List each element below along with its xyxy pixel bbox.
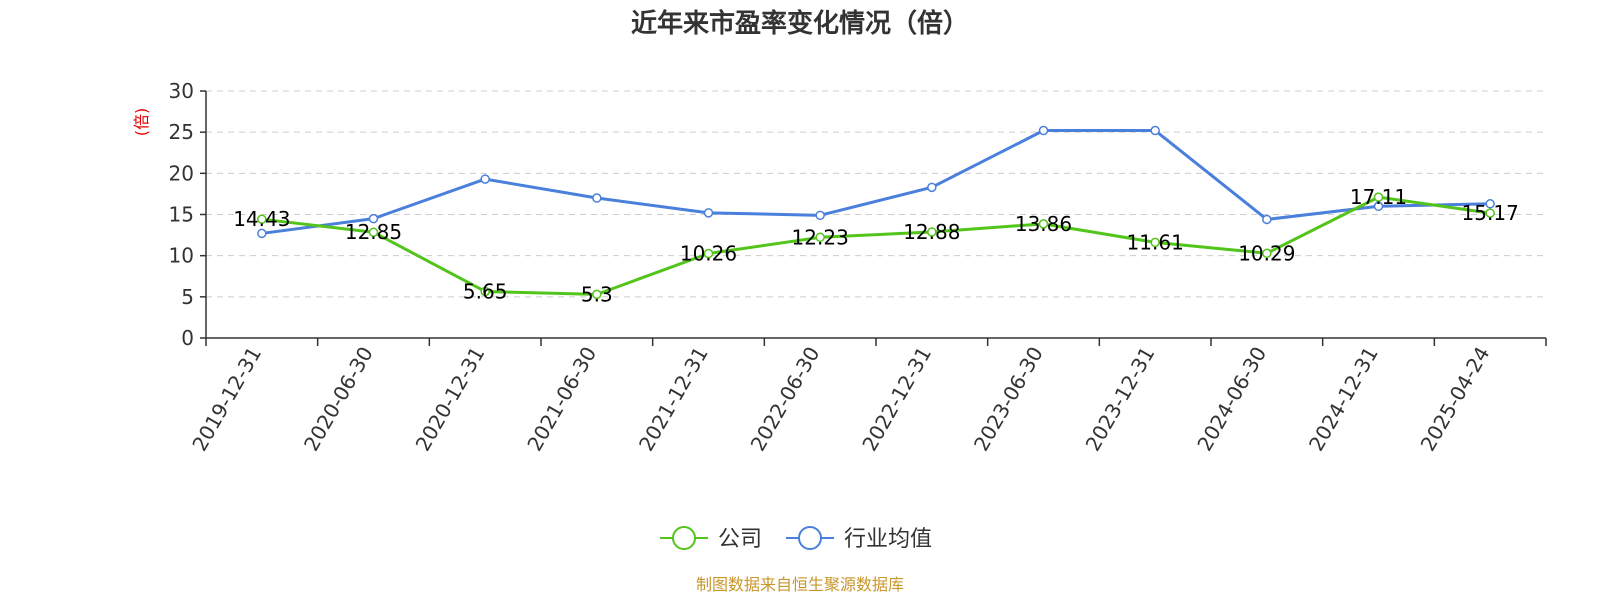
data-label-company: 15.17 — [1462, 201, 1519, 225]
data-label-company: 10.29 — [1238, 241, 1295, 265]
x-tick-label: 2021-06-30 — [522, 343, 601, 456]
data-point-company — [480, 286, 490, 297]
data-point-company — [703, 248, 714, 259]
data-label-company: 5.3 — [581, 282, 613, 306]
data-label-company: 12.85 — [345, 220, 402, 244]
y-axis-label: (倍) — [132, 108, 151, 137]
data-point-company — [927, 227, 937, 237]
x-tick-label: 2024-12-31 — [1304, 343, 1383, 456]
x-tick-label: 2023-06-30 — [969, 343, 1048, 456]
y-tick-label: 10 — [169, 244, 194, 268]
data-point-industry — [592, 193, 602, 203]
grid-lines — [206, 90, 1546, 298]
data-label-company: 17.11 — [1350, 185, 1407, 209]
data-label-company: 14.43 — [233, 207, 290, 231]
data-point-industry — [1150, 125, 1160, 136]
data-point-company — [1038, 219, 1049, 229]
data-point-company — [815, 232, 825, 243]
data-point-company — [1262, 248, 1272, 259]
x-tick-label: 2020-12-31 — [411, 342, 490, 455]
y-tick-label: 5 — [181, 285, 194, 309]
data-label-company: 12.88 — [903, 220, 960, 244]
data-label-company: 12.23 — [792, 225, 849, 249]
series-line-company — [261, 195, 1491, 296]
x-tick-label: 2020-06-30 — [299, 343, 378, 456]
data-label-company: 5.65 — [463, 279, 508, 303]
legend: 公司 行业均值 — [660, 526, 932, 552]
x-tick-label: 2024-06-30 — [1192, 343, 1271, 456]
legend-item-industry-average[interactable]: 行业均值 — [786, 526, 932, 552]
data-point-industry — [368, 213, 379, 224]
data-point-industry — [927, 182, 937, 193]
legend-swatch-marker-industry — [798, 526, 822, 550]
data-point-company — [592, 289, 602, 300]
x-tick-label: 2022-06-30 — [746, 343, 825, 456]
legend-label-industry: 行业均值 — [844, 527, 932, 552]
data-point-company — [257, 214, 267, 224]
data-label-company: 13.86 — [1015, 212, 1072, 236]
data-point-industry — [815, 210, 825, 221]
data-point-company — [1373, 192, 1384, 202]
data-point-company — [1485, 208, 1495, 218]
x-tick-label: 2019-12-31 — [187, 343, 266, 456]
axes: 0 5 10 15 20 25 30 2019-12-31 2020-06-30 2020-12-… — [169, 79, 1547, 456]
legend-label-company: 公司 — [718, 527, 762, 552]
data-point-industry — [480, 174, 490, 184]
data-point-industry — [1038, 125, 1049, 136]
data-label-company: 10.26 — [680, 242, 737, 266]
data-labels: 14.43 12.85 5.65 5.3 10.26 12.23 12.88 13.86 11.… — [233, 185, 1519, 306]
y-tick-label: 30 — [169, 79, 194, 103]
source-note: 制图数据来自恒生聚源数据库 — [696, 575, 904, 594]
legend-swatch-marker-company — [672, 526, 696, 550]
data-point-industry — [257, 228, 267, 239]
data-label-company: 11.61 — [1127, 230, 1184, 254]
series-line-industry — [261, 129, 1491, 235]
legend-item-company[interactable]: 公司 — [660, 526, 762, 552]
y-tick-label: 25 — [169, 120, 194, 144]
data-point-company — [1150, 237, 1160, 248]
y-tick-label: 15 — [169, 203, 194, 227]
data-point-industry — [1485, 199, 1495, 209]
chart-title: 近年来市盈率变化情况（倍） — [631, 8, 969, 39]
x-tick-label: 2023-12-31 — [1081, 343, 1160, 456]
data-point-company — [368, 227, 379, 237]
data-point-industry — [1373, 201, 1384, 212]
series-lines — [257, 125, 1495, 300]
x-tick-label: 2021-12-31 — [634, 343, 713, 456]
y-tick-label: 0 — [181, 326, 194, 350]
data-point-industry — [703, 208, 714, 218]
y-tick-label: 20 — [169, 161, 194, 185]
x-tick-label: 2025-04-24 — [1416, 343, 1495, 456]
data-point-industry — [1262, 214, 1272, 225]
x-tick-label: 2022-12-31 — [857, 342, 936, 455]
